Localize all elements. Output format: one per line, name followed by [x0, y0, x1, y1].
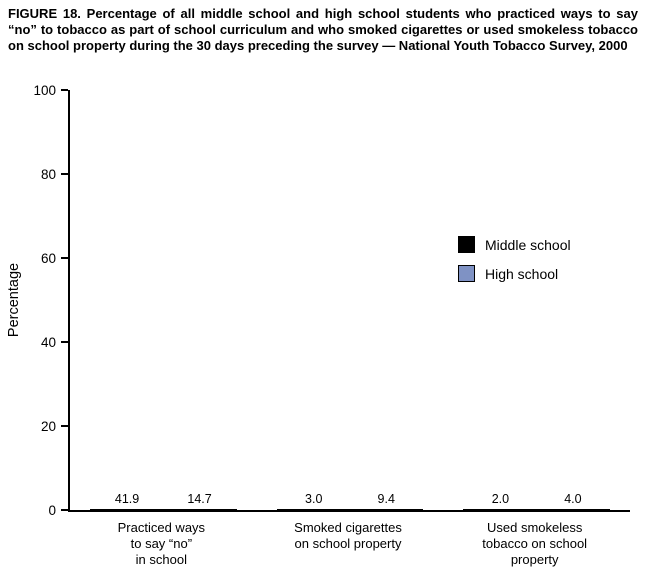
bar-group: 2.0 4.0: [443, 492, 630, 510]
legend: Middle school High school: [458, 236, 571, 282]
legend-entry: High school: [458, 265, 571, 282]
y-tick-label: 80: [40, 166, 56, 182]
bar-high-school: 9.4: [349, 492, 424, 510]
bar-group: 41.9 14.7: [70, 492, 257, 510]
y-tick: [61, 425, 68, 427]
plot-area: 0 20 40 60 80 100 41.9 14.7 3.0 9.4 2.0 4.0 Middle…: [33, 83, 630, 516]
bar-value-label: 2.0: [491, 492, 510, 506]
bar-high-school: 4.0: [535, 492, 610, 510]
bar-middle-school: 3.0: [276, 492, 351, 510]
bar-value-label: 4.0: [564, 492, 582, 506]
y-tick: [61, 173, 68, 175]
legend-label: High school: [485, 265, 559, 282]
y-tick-label: 60: [40, 250, 56, 266]
figure-title: FIGURE 18. Percentage of all middle scho…: [8, 6, 638, 53]
legend-entry: Middle school: [458, 236, 571, 253]
bar-middle-school: 41.9: [90, 492, 165, 510]
y-axis-label: Percentage: [6, 262, 22, 338]
y-tick: [61, 509, 68, 511]
bar-value-label: 14.7: [187, 492, 212, 506]
bar-value-label: 9.4: [377, 492, 395, 506]
y-tick: [61, 341, 68, 343]
y-tick-label: 20: [40, 418, 56, 434]
legend-swatch-icon: [458, 236, 475, 253]
y-tick-label: 0: [48, 502, 56, 518]
x-category-label: Smoked cigarettes on school property: [294, 520, 402, 551]
x-category-label: Practiced ways to say “no” in school: [117, 520, 206, 567]
bar-middle-school: 2.0: [463, 492, 538, 510]
y-tick-label: 100: [33, 82, 56, 98]
y-tick: [61, 89, 68, 91]
bar-value-label: 41.9: [114, 492, 140, 506]
x-axis-labels: Practiced ways to say “no” in school Smok…: [68, 520, 628, 568]
y-tick-label: 40: [40, 334, 56, 350]
bar-high-school: 14.7: [162, 492, 237, 510]
legend-label: Middle school: [485, 236, 571, 253]
x-category-label: Used smokeless tobacco on school propert…: [482, 520, 588, 567]
y-tick: [61, 257, 68, 259]
bar-group: 3.0 9.4: [257, 492, 444, 510]
bar-value-label: 3.0: [305, 492, 323, 506]
legend-swatch-icon: [458, 265, 475, 282]
bar-groups: 41.9 14.7 3.0 9.4 2.0 4.0: [70, 90, 630, 510]
